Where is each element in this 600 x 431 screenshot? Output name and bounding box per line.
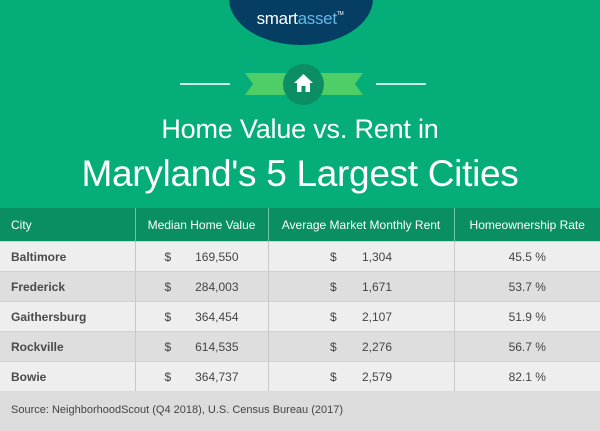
title-line-1: Home Value vs. Rent in <box>161 114 439 144</box>
table-row: Gaithersburg $364,454 $2,107 51.9 % <box>0 301 600 332</box>
source-footer: Source: NeighborhoodScout (Q4 2018), U.S… <box>0 391 600 431</box>
table-row: Bowie $364,737 $2,579 82.1 % <box>0 361 600 391</box>
currency-sign: $ <box>164 369 172 384</box>
divider-left <box>180 83 230 85</box>
column-header-rent: Average Market Monthly Rent <box>267 208 454 242</box>
table-row: Rockville $614,535 $2,276 56.7 % <box>0 331 600 362</box>
currency-sign: $ <box>164 279 172 294</box>
currency-sign: $ <box>330 369 337 384</box>
home-value: 364,737 <box>195 369 239 384</box>
hero-banner: smartassetTM Home Value vs. Rent in Mary… <box>0 0 600 208</box>
source-text: Source: NeighborhoodScout (Q4 2018), U.S… <box>11 404 344 416</box>
rent-cell: $1,671 <box>267 271 454 302</box>
currency-sign: $ <box>164 339 172 354</box>
rent-value: 2,579 <box>361 369 392 384</box>
table-row: Frederick $284,003 $1,671 53.7 % <box>0 271 600 302</box>
column-header-homeownership: Homeownership Rate <box>453 208 600 242</box>
currency-sign: $ <box>330 309 337 324</box>
divider-right <box>376 83 426 85</box>
trademark: TM <box>336 11 344 17</box>
home-value: 169,550 <box>195 249 239 264</box>
home-value-cell: $364,454 <box>134 301 268 332</box>
house-badge <box>283 64 324 105</box>
house-icon <box>294 74 313 92</box>
column-header-home-value: Median Home Value <box>134 208 268 242</box>
data-table: City Median Home Value Average Market Mo… <box>0 208 600 391</box>
currency-sign: $ <box>330 249 337 264</box>
logo-asset: asset <box>297 9 337 28</box>
currency-sign: $ <box>330 279 337 294</box>
logo-smart: smart <box>256 9 298 28</box>
ribbon-icon <box>245 73 363 95</box>
table-header-row: City Median Home Value Average Market Mo… <box>0 208 600 242</box>
homeownership-cell: 53.7 % <box>453 271 600 302</box>
rent-cell: $2,107 <box>267 301 454 332</box>
home-value: 614,535 <box>195 339 239 354</box>
rent-value: 2,276 <box>361 339 392 354</box>
homeownership-cell: 45.5 % <box>453 241 600 272</box>
city-cell: Rockville <box>0 331 135 362</box>
title-line-2: Maryland's 5 Largest Cities <box>81 153 519 194</box>
city-cell: Frederick <box>0 271 135 302</box>
table-row: Baltimore $169,550 $1,304 45.5 % <box>0 241 600 272</box>
home-value-cell: $364,737 <box>134 361 268 391</box>
city-cell: Baltimore <box>0 241 135 272</box>
currency-sign: $ <box>330 339 337 354</box>
rent-cell: $2,276 <box>267 331 454 362</box>
rent-value: 1,671 <box>361 279 392 294</box>
column-header-city: City <box>0 208 135 242</box>
currency-sign: $ <box>164 249 172 264</box>
homeownership-cell: 51.9 % <box>453 301 600 332</box>
home-value-cell: $614,535 <box>134 331 268 362</box>
city-cell: Bowie <box>0 361 135 391</box>
home-value: 284,003 <box>195 279 239 294</box>
city-cell: Gaithersburg <box>0 301 135 332</box>
home-value: 364,454 <box>195 309 239 324</box>
homeownership-cell: 56.7 % <box>453 331 600 362</box>
rent-value: 2,107 <box>361 309 392 324</box>
rent-cell: $1,304 <box>267 241 454 272</box>
home-value-cell: $169,550 <box>134 241 268 272</box>
smartasset-logo: smartassetTM <box>0 9 600 29</box>
home-value-cell: $284,003 <box>134 271 268 302</box>
rent-value: 1,304 <box>361 249 392 264</box>
homeownership-cell: 82.1 % <box>453 361 600 391</box>
rent-cell: $2,579 <box>267 361 454 391</box>
currency-sign: $ <box>164 309 172 324</box>
